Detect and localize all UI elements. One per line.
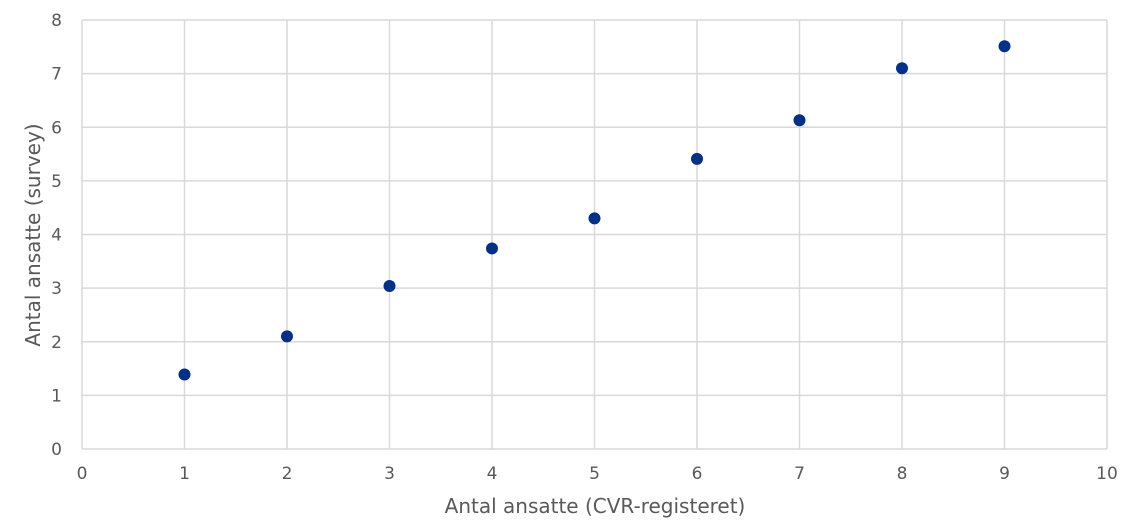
x-tick-label: 6 — [692, 464, 703, 484]
y-tick-label: 3 — [51, 279, 62, 299]
x-tick-label: 5 — [589, 464, 600, 484]
y-tick-label: 1 — [51, 386, 62, 406]
y-axis-ticks: 0 1 2 3 4 5 6 7 8 — [51, 11, 62, 460]
data-point — [178, 368, 191, 381]
x-tick-label: 9 — [999, 464, 1010, 484]
y-tick-label: 5 — [51, 172, 62, 192]
y-tick-label: 7 — [51, 65, 62, 85]
y-tick-label: 2 — [51, 333, 62, 353]
data-point — [383, 279, 396, 292]
x-tick-label: 3 — [384, 464, 395, 484]
x-tick-label: 1 — [179, 464, 190, 484]
x-axis-ticks: 0 1 2 3 4 5 6 7 8 9 10 — [77, 464, 1118, 484]
data-point — [691, 152, 703, 165]
x-tick-label: 4 — [487, 464, 498, 484]
x-tick-label: 7 — [794, 464, 805, 484]
x-tick-label: 2 — [282, 464, 293, 484]
y-tick-label: 0 — [51, 440, 62, 460]
data-point — [281, 330, 293, 343]
y-axis-title: Antal ansatte (survey) — [21, 123, 45, 346]
data-points — [178, 40, 1011, 381]
data-point — [793, 114, 806, 127]
x-axis-title: Antal ansatte (CVR-registeret) — [445, 494, 746, 518]
y-tick-label: 8 — [51, 11, 62, 31]
data-point — [588, 212, 601, 225]
y-tick-label: 4 — [51, 226, 62, 246]
data-point — [998, 40, 1011, 53]
y-tick-label: 6 — [51, 118, 62, 138]
x-tick-label: 8 — [897, 464, 908, 484]
data-point — [486, 242, 498, 255]
x-tick-label: 10 — [1096, 464, 1118, 484]
x-tick-label: 0 — [77, 464, 88, 484]
grid — [81, 19, 1108, 450]
data-point — [896, 62, 908, 75]
